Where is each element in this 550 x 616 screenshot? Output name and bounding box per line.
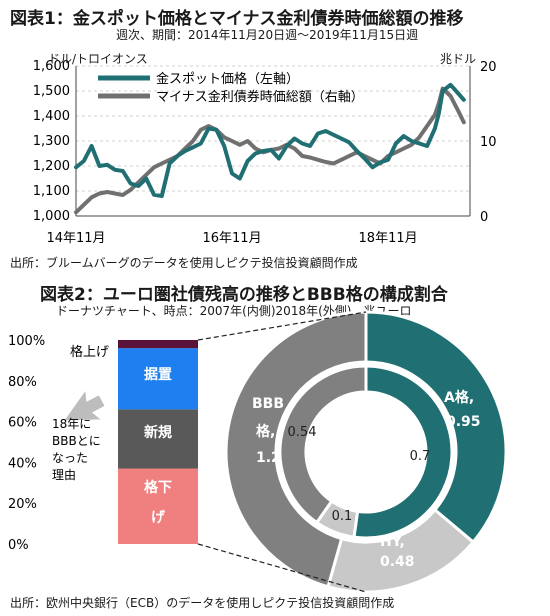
bar-label: げ [151, 510, 166, 526]
y-tick-label: 1,000 [33, 209, 70, 224]
donut-label: A格, [444, 389, 474, 406]
y2-tick-label: 10 [480, 135, 497, 150]
chart1-source: 出所：ブルームバーグのデータを使用しピクテ投信投資顧問作成 [10, 256, 358, 270]
bar-y-tick-label: 80% [8, 375, 37, 390]
donut-label: HY, [380, 534, 405, 550]
series-line [74, 86, 466, 215]
arrow-note: 18年に [52, 417, 91, 431]
y-tick-label: 1,200 [33, 159, 70, 174]
chart2-title: 図表2：ユーロ圏社債残高の推移とBBB格の構成割合 [40, 285, 448, 305]
chart1-subtitle: 週次、期間：2014年11月20日週〜2019年11月15日週 [116, 28, 419, 42]
donut-value: 1.2 [256, 450, 281, 466]
chart2-source: 出所：欧州中央銀行（ECB）のデータを使用しピクテ投信投資顧問作成 [10, 596, 395, 610]
x-tick-label: 14年11月 [46, 231, 105, 246]
donut-slice [364, 310, 508, 545]
bar-label: 新規 [144, 424, 172, 441]
x-tick-label: 16年11月 [202, 231, 261, 246]
donut-value: 0.7 [410, 449, 431, 464]
arrow-note: なった [52, 451, 88, 465]
y2-tick-label: 20 [480, 60, 497, 75]
y-tick-label: 1,300 [33, 134, 70, 149]
y-tick-label: 1,400 [33, 109, 70, 124]
connector-line [197, 311, 367, 341]
chart1-right-unit: 兆ドル [440, 52, 477, 66]
donut-slice [278, 364, 368, 525]
legend-label: 金スポット価格（左軸） [156, 71, 299, 87]
bar-label: 格下 [144, 479, 172, 496]
donut-slice [352, 364, 454, 540]
bar-y-tick-label: 60% [8, 416, 37, 431]
bar-segment [118, 348, 198, 410]
bar-y-tick-label: 0% [8, 538, 29, 553]
connector-line [197, 543, 367, 593]
donut-label: 格, [256, 423, 275, 440]
chart1-title: 図表1：金スポット価格とマイナス金利債券時価総額の推移 [10, 9, 464, 29]
donut-value: 0.54 [288, 425, 317, 440]
series-line [74, 82, 466, 198]
arrow-note: 理由 [52, 468, 76, 482]
bar-label: 据置 [144, 366, 172, 383]
bar-label: 格上げ [70, 344, 109, 360]
arrow-icon [64, 391, 105, 421]
arrow-note: BBBとに [52, 434, 101, 448]
y2-tick-label: 0 [480, 210, 488, 225]
bar-segment [118, 468, 198, 544]
donut-value: 0.95 [446, 414, 481, 430]
donut-value: 0.48 [380, 554, 415, 570]
x-tick-label: 18年11月 [359, 231, 418, 246]
legend-label: マイナス金利債券時価総額（右軸） [156, 89, 364, 105]
bar-y-tick-label: 100% [8, 334, 45, 349]
y-tick-label: 1,100 [33, 184, 70, 199]
y-tick-label: 1,600 [33, 59, 70, 74]
chart1-left-unit: ドル/トロイオンス [48, 52, 148, 66]
donut-slice [224, 310, 368, 589]
chart2-subtitle: ドーナツチャート、時点：2007年(内側)2018年(外側)、兆ユーロ [56, 304, 412, 318]
donut-label: BBB [252, 396, 284, 412]
bar-segment [118, 409, 198, 469]
y-tick-label: 1,500 [33, 84, 70, 99]
donut-value: 0.1 [332, 509, 353, 524]
bar-segment [118, 340, 198, 349]
bar-y-tick-label: 40% [8, 456, 37, 471]
bar-y-tick-label: 20% [8, 497, 37, 512]
